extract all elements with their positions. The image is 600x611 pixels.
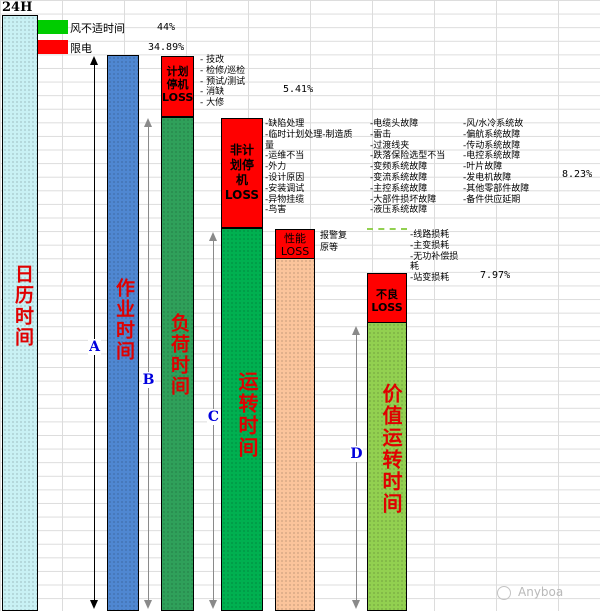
arrow-a-head-bottom (90, 600, 98, 609)
loss-unplanned-line4: LOSS (224, 188, 260, 202)
arrow-b-head-top (144, 118, 152, 127)
loss-unplanned-percent: 8.23% (562, 169, 593, 180)
loss-planned-box: 计划 停机 LOSS (161, 56, 194, 117)
loss-unplanned-line3: 机 (235, 173, 248, 187)
loss-planned-percent: 5.41% (283, 84, 314, 95)
bar-load-time: 负荷时间 (161, 117, 194, 611)
loss-performance-items: 报警复 原等 (320, 231, 348, 253)
bar-performance-body (275, 258, 315, 611)
marker-c: C (207, 409, 220, 425)
bar-work-time: 作业时间 (107, 55, 139, 611)
arrow-a-line (94, 58, 95, 604)
legend-label-wind: 风不适时间 (70, 22, 125, 35)
loss-performance-line2: LOSS (280, 245, 310, 258)
legend-label-curtail: 限电 (70, 42, 92, 55)
chart-title: 24H (2, 0, 33, 15)
loss-planned-items: - 技改 - 检修/巡检 - 预试/测试 - 消缺 - 大修 (200, 55, 246, 109)
bar-value-run-time: 价值运转时间 (367, 322, 407, 611)
arrow-c-head-top (209, 232, 217, 241)
value-bar-dash (367, 228, 407, 230)
arrow-b-head-bottom (144, 600, 152, 609)
marker-b: B (142, 372, 155, 388)
arrow-d-line (356, 328, 357, 604)
loss-performance-line1: 性能 (284, 232, 306, 245)
arrow-d-head-top (352, 326, 360, 335)
loss-defect-box: 不良 LOSS (367, 273, 407, 323)
loss-unplanned-line1: 非计 (229, 143, 254, 157)
arrow-d-head-bottom (352, 600, 360, 609)
loss-unplanned-box: 非计 划停 机 LOSS (221, 118, 263, 228)
loss-unplanned-line2: 划停 (229, 158, 254, 172)
loss-planned-line3: LOSS (162, 91, 194, 104)
bar-run-time: 运转时间 (221, 228, 263, 611)
bar-calendar-time: 日历时间 (2, 15, 38, 611)
marker-a: A (88, 339, 101, 355)
bar-work-label: 作业时间 (113, 278, 135, 362)
loss-planned-line2: 停机 (166, 78, 189, 91)
bar-run-label: 运转时间 (235, 371, 259, 459)
arrow-c-head-bottom (209, 600, 217, 609)
legend-percent-wind: 44% (157, 22, 176, 33)
loss-defect-line2: LOSS (371, 301, 403, 314)
loss-unplanned-items-col2: -电缆头故障 -雷击 -过渡线夹 -跌落保险选型不当 -变频系统故障 -变流系统… (370, 119, 446, 216)
loss-unplanned-items-col3: -风/水冷系统故 -偏航系统故障 -传动系统故障 -电控系统故障 -叶片故障 -… (463, 119, 530, 205)
arrow-b-line (148, 120, 149, 604)
bar-load-label: 负荷时间 (168, 313, 190, 397)
watermark-text: Anyboa (518, 585, 564, 599)
marker-d: D (350, 446, 363, 462)
loss-planned-line1: 计划 (166, 65, 189, 78)
loss-defect-items: -线路损耗 -主变损耗 -无功补偿损 耗 -站变损耗 (410, 230, 459, 284)
loss-unplanned-items-col1: -缺陷处理 -临时计划处理-制造质 量 -运维不当 -外力 -设计原因 -安装调… (265, 119, 353, 216)
watermark-logo-icon (497, 586, 511, 600)
bar-calendar-label: 日历时间 (12, 264, 34, 348)
legend-percent-curtail: 34.89% (148, 42, 185, 53)
loss-defect-percent: 7.97% (480, 270, 511, 281)
loss-performance-box: 性能 LOSS (275, 229, 315, 259)
loss-defect-line1: 不良 (376, 288, 398, 301)
bar-value-label: 价值运转时间 (379, 383, 403, 515)
legend-swatch-curtail (38, 40, 68, 54)
arrow-a-head-top (90, 56, 98, 65)
legend-swatch-wind (38, 20, 68, 34)
